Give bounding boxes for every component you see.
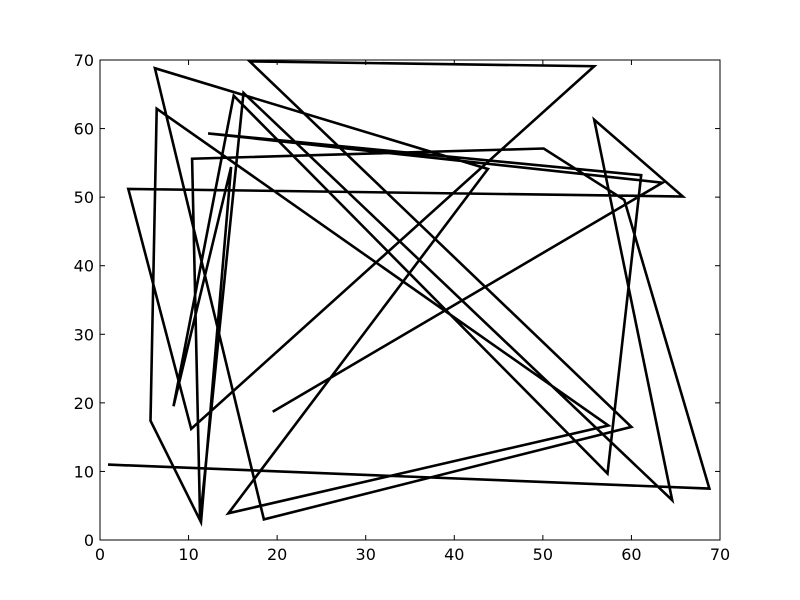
x-tick-label: 20 [267,545,287,564]
x-axis: 0 10 20 30 40 50 60 70 [95,60,730,564]
series-line [107,60,712,527]
x-tick-label: 50 [533,545,553,564]
x-tick-label: 60 [621,545,641,564]
y-tick-label: 0 [84,531,94,550]
y-tick-label: 70 [74,51,94,70]
y-tick-label: 30 [74,325,94,344]
y-tick-label: 10 [74,462,94,481]
series-layer [107,60,712,527]
y-tick-label: 50 [74,188,94,207]
y-axis: 0 10 20 30 40 50 60 70 [74,51,720,550]
x-tick-label: 40 [444,545,464,564]
x-tick-label: 30 [356,545,376,564]
x-tick-label: 70 [710,545,730,564]
y-tick-label: 40 [74,257,94,276]
plot-frame [99,59,721,541]
x-tick-label: 0 [95,545,105,564]
y-tick-label: 60 [74,120,94,139]
y-tick-label: 20 [74,394,94,413]
x-tick-label: 10 [178,545,198,564]
